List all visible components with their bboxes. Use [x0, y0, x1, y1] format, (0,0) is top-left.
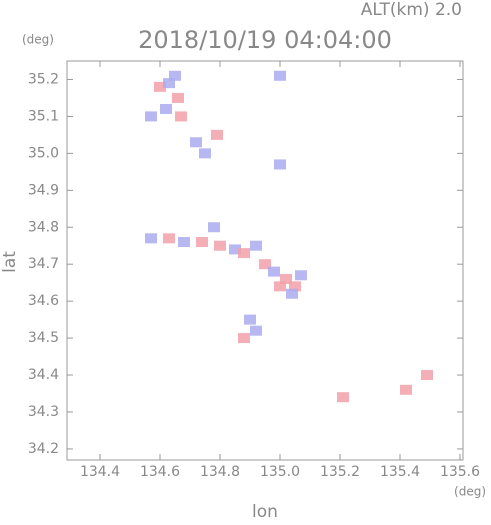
echo-patch [337, 392, 349, 403]
echo-patch [289, 281, 301, 292]
y-axis-label: lat [0, 251, 20, 273]
echo-patch [274, 281, 286, 292]
echo-patch [145, 111, 157, 122]
y-tick-label: 34.5 [28, 330, 59, 346]
echo-patch [229, 244, 241, 255]
x-tick-label: 135.2 [320, 464, 360, 480]
echo-patch [196, 237, 208, 248]
x-tick-label: 135.6 [440, 464, 480, 480]
echo-patch [163, 78, 175, 89]
echo-patch [154, 81, 166, 92]
echo-patch [280, 273, 292, 284]
x-tick-label: 134.6 [140, 464, 180, 480]
y-tick-label: 34.8 [28, 219, 59, 235]
echo-patch [190, 137, 202, 148]
x-tick-label: 135.4 [380, 464, 420, 480]
echo-patch [145, 233, 157, 244]
echo-patch [286, 288, 298, 299]
x-tick-label: 134.4 [80, 464, 120, 480]
echo-patch [244, 314, 256, 325]
echo-patch [250, 325, 262, 336]
x-tick-label: 134.8 [200, 464, 240, 480]
y-tick-label: 35.2 [28, 71, 59, 87]
echo-patch [175, 111, 187, 122]
echo-patch [250, 240, 262, 251]
echo-patch [268, 266, 280, 277]
echo-patch [400, 384, 412, 395]
y-tick-label: 34.6 [28, 293, 59, 309]
y-tick-label: 34.2 [28, 441, 59, 457]
echo-patch [199, 148, 211, 159]
echo-patch [295, 270, 307, 281]
plot-frame [66, 60, 464, 461]
echo-patch [211, 129, 223, 140]
x-axis-label: lon [252, 502, 278, 521]
echo-patch [169, 70, 181, 81]
echo-patch [274, 70, 286, 81]
echo-patch [238, 333, 250, 344]
echo-patch [238, 248, 250, 259]
echo-patch [274, 159, 286, 170]
echo-patch [421, 370, 433, 381]
echo-patch [160, 104, 172, 115]
x-tick-label: 135.0 [260, 464, 300, 480]
echo-patch [172, 92, 184, 103]
y-tick-label: 34.9 [28, 182, 59, 198]
y-tick-label: 34.4 [28, 367, 59, 383]
y-tick-label: 34.7 [28, 256, 59, 272]
echo-patch [178, 237, 190, 248]
altitude-label: ALT(km) 2.0 [361, 0, 462, 20]
y-tick-label: 34.3 [28, 404, 59, 420]
echo-patch [214, 240, 226, 251]
echo-patch [208, 222, 220, 233]
x-unit: (deg) [454, 485, 486, 499]
echo-patch [259, 259, 271, 270]
chart-title: 2018/10/19 04:04:00 [138, 26, 392, 54]
echo-patch [163, 233, 175, 244]
y-tick-label: 35.0 [28, 145, 59, 161]
y-tick-label: 35.1 [28, 108, 59, 124]
y-unit: (deg) [22, 33, 54, 47]
